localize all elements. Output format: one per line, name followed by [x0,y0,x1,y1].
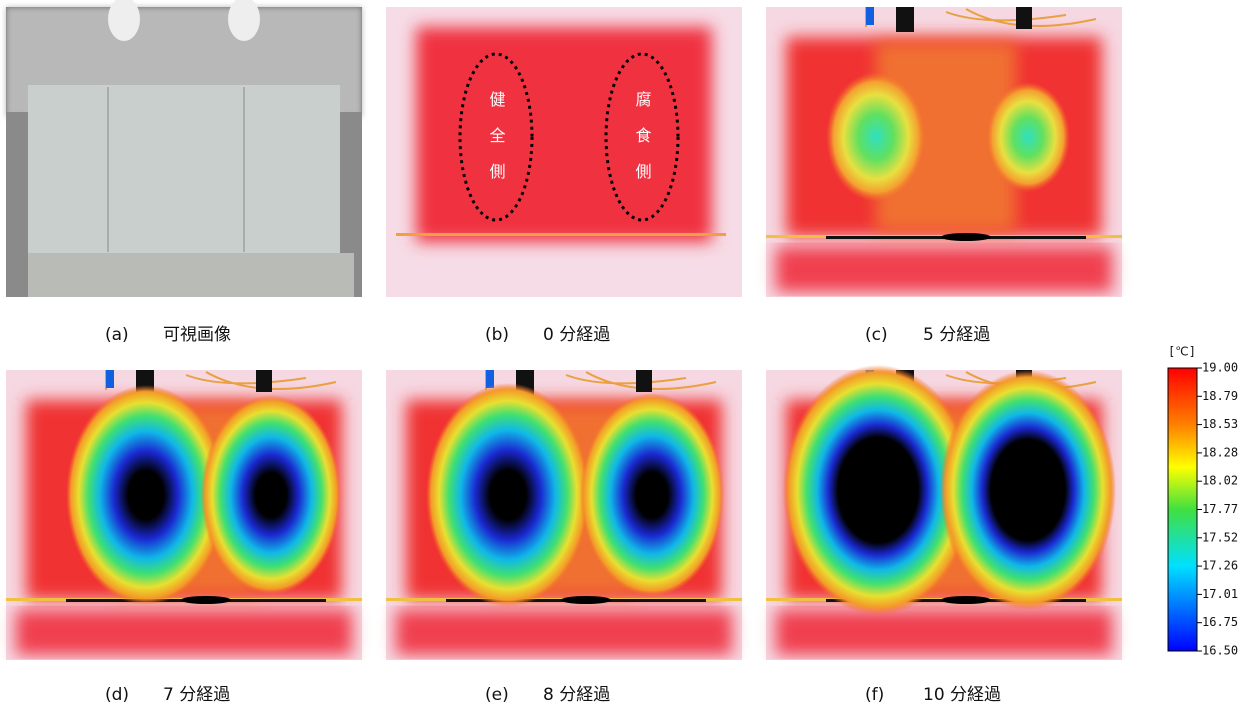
thermal-image [386,370,742,660]
colorbar-label: 18.53 [1202,417,1238,431]
colorbar-label: 17.77 [1202,502,1238,516]
thermal-image: 健全側 腐食側 [386,7,742,297]
colorbar-label: 16.50 [1202,644,1238,658]
colorbar-label: 19.00 [1202,361,1238,375]
caption-title: 0 分経過 [543,325,610,345]
caption-label: (b) [485,325,509,345]
colorbar-label: 17.52 [1202,530,1238,544]
annotation: 腐食側 [633,91,652,199]
colorbar-label: 18.79 [1202,389,1238,403]
caption-title: 7 分経過 [163,685,230,705]
thermal-image [766,365,1122,660]
colorbar-label: 18.28 [1202,445,1238,459]
colorbar-label: 17.01 [1202,587,1238,601]
colorbar-label: 17.26 [1202,559,1238,573]
caption-label: (c) [865,325,888,345]
figure: 健全側 腐食側 [℃] (a) 可視画像 (b) 0 分経過 (c) 5 分経過 (d) 7 … [0,0,1251,711]
caption-label: (f) [865,685,884,705]
annotation: 健全側 [487,91,506,199]
caption-label: (d) [105,685,129,705]
colorbar-label: 16.75 [1202,615,1238,629]
colorbar-unit: [℃] [1168,345,1196,359]
photo [6,0,362,297]
thermal-image [766,7,1122,297]
caption-title: 5 分経過 [923,325,990,345]
caption-title: 8 分経過 [543,685,610,705]
colorbar-label: 18.02 [1202,474,1238,488]
caption-label: (a) [105,325,129,345]
caption-label: (e) [485,685,509,705]
caption-title: 可視画像 [163,325,231,345]
colorbar [1168,368,1197,651]
thermal-image [6,370,362,660]
caption-title: 10 分経過 [923,685,1001,705]
